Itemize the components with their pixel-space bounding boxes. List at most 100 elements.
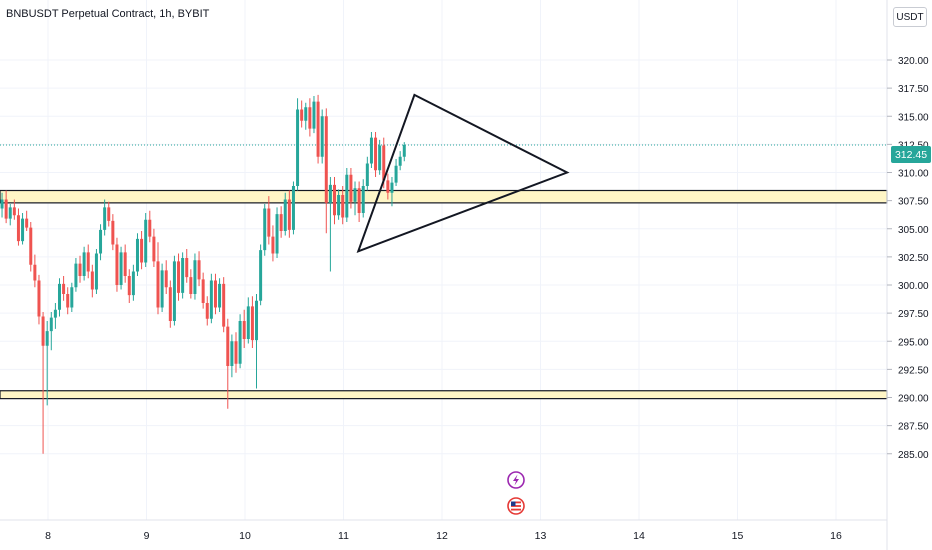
candle [189, 269, 193, 299]
candle [234, 332, 238, 373]
price-tick-label: 315.00 [898, 112, 929, 123]
candle [390, 177, 394, 207]
candle [267, 196, 271, 245]
candle [345, 168, 349, 222]
candle [4, 190, 8, 224]
candle [86, 244, 90, 279]
candle [90, 264, 94, 298]
candle [283, 192, 287, 236]
candle [402, 142, 406, 162]
candle [74, 258, 78, 292]
support-zone[interactable] [0, 390, 888, 400]
candle [218, 278, 222, 312]
candle [33, 254, 37, 288]
candle [41, 312, 45, 454]
price-tick-label: 295.00 [898, 337, 929, 348]
candle [349, 168, 353, 209]
candle [99, 224, 103, 261]
candle [0, 192, 4, 218]
candle [152, 228, 156, 267]
candle [197, 251, 201, 287]
lightning-icon[interactable] [507, 471, 525, 489]
candle [324, 108, 328, 234]
candle [66, 287, 70, 315]
candle [25, 210, 29, 231]
candle [357, 181, 361, 222]
us-flag-icon[interactable] [507, 497, 525, 515]
price-tick-label: 312.50 [898, 140, 929, 151]
candle [103, 199, 107, 236]
candle [53, 303, 57, 329]
symmetrical-triangle-drawing[interactable] [356, 93, 570, 253]
candle [304, 102, 308, 130]
candle [94, 249, 98, 294]
candle [172, 255, 176, 326]
candle [12, 199, 16, 220]
candle [341, 186, 345, 225]
price-tick-label: 320.00 [898, 56, 929, 67]
price-axis[interactable]: 320.00 317.50 315.00 312.50 310.00 307.50 305.… [887, 56, 929, 461]
time-tick-label: 8 [45, 530, 51, 542]
time-tick-label: 11 [338, 530, 349, 542]
candle [312, 96, 316, 134]
support-zone[interactable] [0, 189, 888, 204]
time-axis[interactable]: 8 9 10 11 12 13 14 15 16 [45, 530, 842, 542]
price-tick-label: 287.50 [898, 422, 929, 433]
time-tick-label: 15 [732, 530, 744, 542]
candle [296, 98, 300, 191]
time-tick-label: 10 [239, 530, 251, 542]
candle [271, 225, 275, 262]
price-tick-label: 305.00 [898, 225, 929, 236]
candle [374, 132, 378, 177]
candle [230, 334, 234, 378]
candle [119, 246, 123, 290]
candle [148, 210, 152, 243]
candle [181, 252, 185, 299]
price-tick-label: 310.00 [898, 169, 929, 180]
candle [115, 237, 119, 292]
price-tick-label: 307.50 [898, 197, 929, 208]
candle [279, 206, 283, 238]
candle [398, 151, 402, 171]
candle [16, 208, 20, 246]
candlestick-series [0, 94, 406, 454]
candle [135, 233, 139, 276]
candle [205, 296, 209, 326]
currency-button[interactable]: USDT [893, 7, 927, 27]
candle [353, 181, 357, 216]
candle [8, 204, 12, 226]
candle [369, 132, 373, 168]
last-price-label: 312.45 [891, 146, 931, 163]
candle [209, 273, 213, 324]
candle [49, 312, 53, 351]
time-tick-label: 9 [144, 530, 150, 542]
candle [226, 318, 230, 409]
candle [308, 98, 312, 137]
price-tick-label: 292.50 [898, 365, 929, 376]
time-tick-label: 13 [535, 530, 547, 542]
price-tick-label: 300.00 [898, 281, 929, 292]
candle [250, 296, 254, 348]
candle [365, 156, 369, 191]
price-tick-label: 285.00 [898, 450, 929, 461]
chart-title: BNBUSDT Perpetual Contract, 1h, BYBIT [6, 8, 210, 20]
candle [255, 294, 259, 389]
candle [45, 321, 49, 406]
candle [160, 263, 164, 312]
price-tick-label: 297.50 [898, 309, 929, 320]
candle [177, 253, 181, 301]
candle [164, 260, 168, 294]
price-tick-label: 302.50 [898, 253, 929, 264]
candle [156, 242, 160, 315]
candle [57, 278, 61, 317]
price-tick-label: 317.50 [898, 84, 929, 95]
candle [37, 274, 41, 325]
time-tick-label: 12 [436, 530, 448, 542]
candle [246, 297, 250, 344]
candle [82, 246, 86, 281]
price-tick-label: 290.00 [898, 394, 929, 405]
candle [332, 177, 336, 225]
candle [144, 213, 148, 267]
candle [238, 314, 242, 369]
